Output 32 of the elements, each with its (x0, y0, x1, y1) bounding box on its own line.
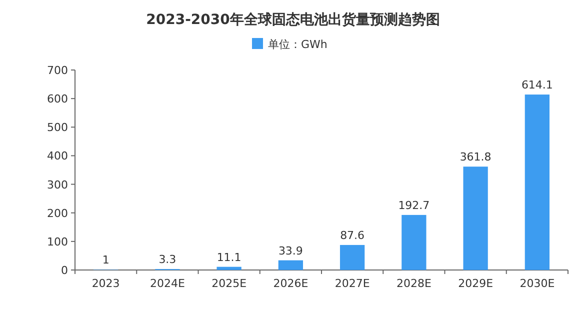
x-tick-label: 2028E (396, 277, 432, 290)
y-tick-label: 400 (47, 150, 68, 163)
y-tick-label: 500 (47, 121, 68, 134)
y-tick-label: 100 (47, 235, 68, 248)
bar (524, 94, 550, 270)
x-tick-label: 2024E (150, 277, 185, 290)
bar (278, 260, 304, 270)
legend-label: 单位：GWh (268, 38, 328, 51)
x-tick-label: 2023 (92, 277, 120, 290)
bar (216, 266, 242, 270)
bar (340, 244, 365, 270)
data-label: 361.8 (460, 150, 492, 164)
y-tick-label: 200 (47, 206, 68, 220)
x-tick-label: 2026E (273, 277, 308, 290)
bar (463, 166, 488, 270)
y-tick-label: 300 (47, 178, 68, 192)
x-tick-label: 2030E (520, 277, 555, 290)
data-label: 1 (102, 254, 110, 267)
data-label: 33.9 (278, 244, 303, 258)
data-label: 3.3 (158, 253, 176, 266)
x-tick-label: 2025E (212, 277, 247, 290)
chart-title: 2023-2030年全球固态电池出货量预测趋势图 (146, 12, 440, 28)
data-label: 614.1 (521, 78, 553, 92)
bar (402, 214, 426, 270)
x-tick-label: 2029E (458, 277, 494, 290)
y-tick-label: 600 (47, 92, 68, 106)
x-tick-label: 2027E (334, 277, 370, 290)
data-label: 192.7 (398, 198, 430, 212)
y-tick-label: 0 (61, 264, 68, 277)
data-label: 11.1 (216, 250, 242, 264)
data-label: 87.6 (340, 228, 365, 242)
y-tick-label: 700 (47, 64, 68, 77)
